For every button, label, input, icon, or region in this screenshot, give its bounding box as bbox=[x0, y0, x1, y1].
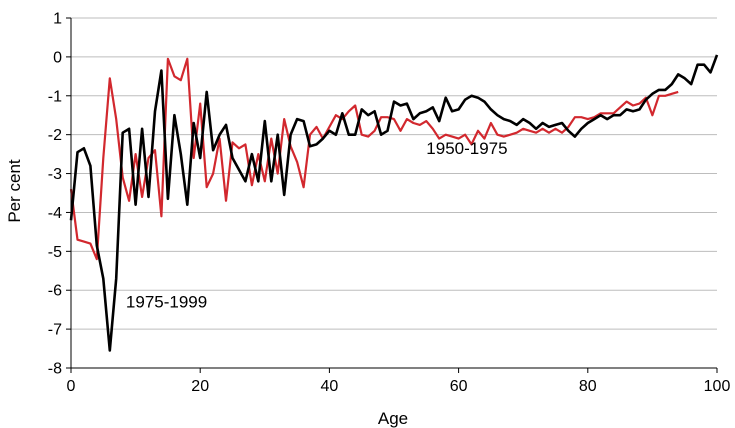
y-tick-label: 1 bbox=[53, 11, 62, 28]
x-tick-label: 40 bbox=[321, 378, 339, 395]
x-tick-label: 60 bbox=[450, 378, 468, 395]
x-tick-label: 100 bbox=[704, 378, 731, 395]
y-tick-label: -5 bbox=[48, 244, 62, 261]
y-tick-label: -1 bbox=[48, 88, 62, 105]
annotation-1975-1999: 1975-1999 bbox=[126, 293, 207, 312]
x-tick-label: 20 bbox=[191, 378, 209, 395]
y-tick-label: -2 bbox=[48, 127, 62, 144]
y-tick-label: -3 bbox=[48, 166, 62, 183]
y-tick-label: -8 bbox=[48, 361, 62, 378]
series-line-1975-1999 bbox=[69, 57, 679, 261]
x-tick-label: 0 bbox=[67, 378, 76, 395]
axes bbox=[66, 17, 718, 373]
y-tick-label: -4 bbox=[48, 205, 62, 222]
y-tick-label: -6 bbox=[48, 283, 62, 300]
y-axis-title: Per cent bbox=[5, 159, 24, 223]
x-axis-title: Age bbox=[378, 409, 408, 428]
y-tick-label: 0 bbox=[53, 49, 62, 66]
y-tick-label: -7 bbox=[48, 322, 62, 339]
series-line-1950-1975 bbox=[69, 54, 719, 352]
annotation-1950-1975: 1950-1975 bbox=[426, 139, 507, 158]
annotations: 1950-1975 1975-1999 bbox=[126, 139, 508, 312]
tick-labels: 1 0 -1 -2 -3 -4 -5 -6 -7 -8 0 20 40 60 80 100 bbox=[48, 11, 731, 396]
x-tick-label: 80 bbox=[579, 378, 597, 395]
series-lines bbox=[69, 54, 719, 352]
